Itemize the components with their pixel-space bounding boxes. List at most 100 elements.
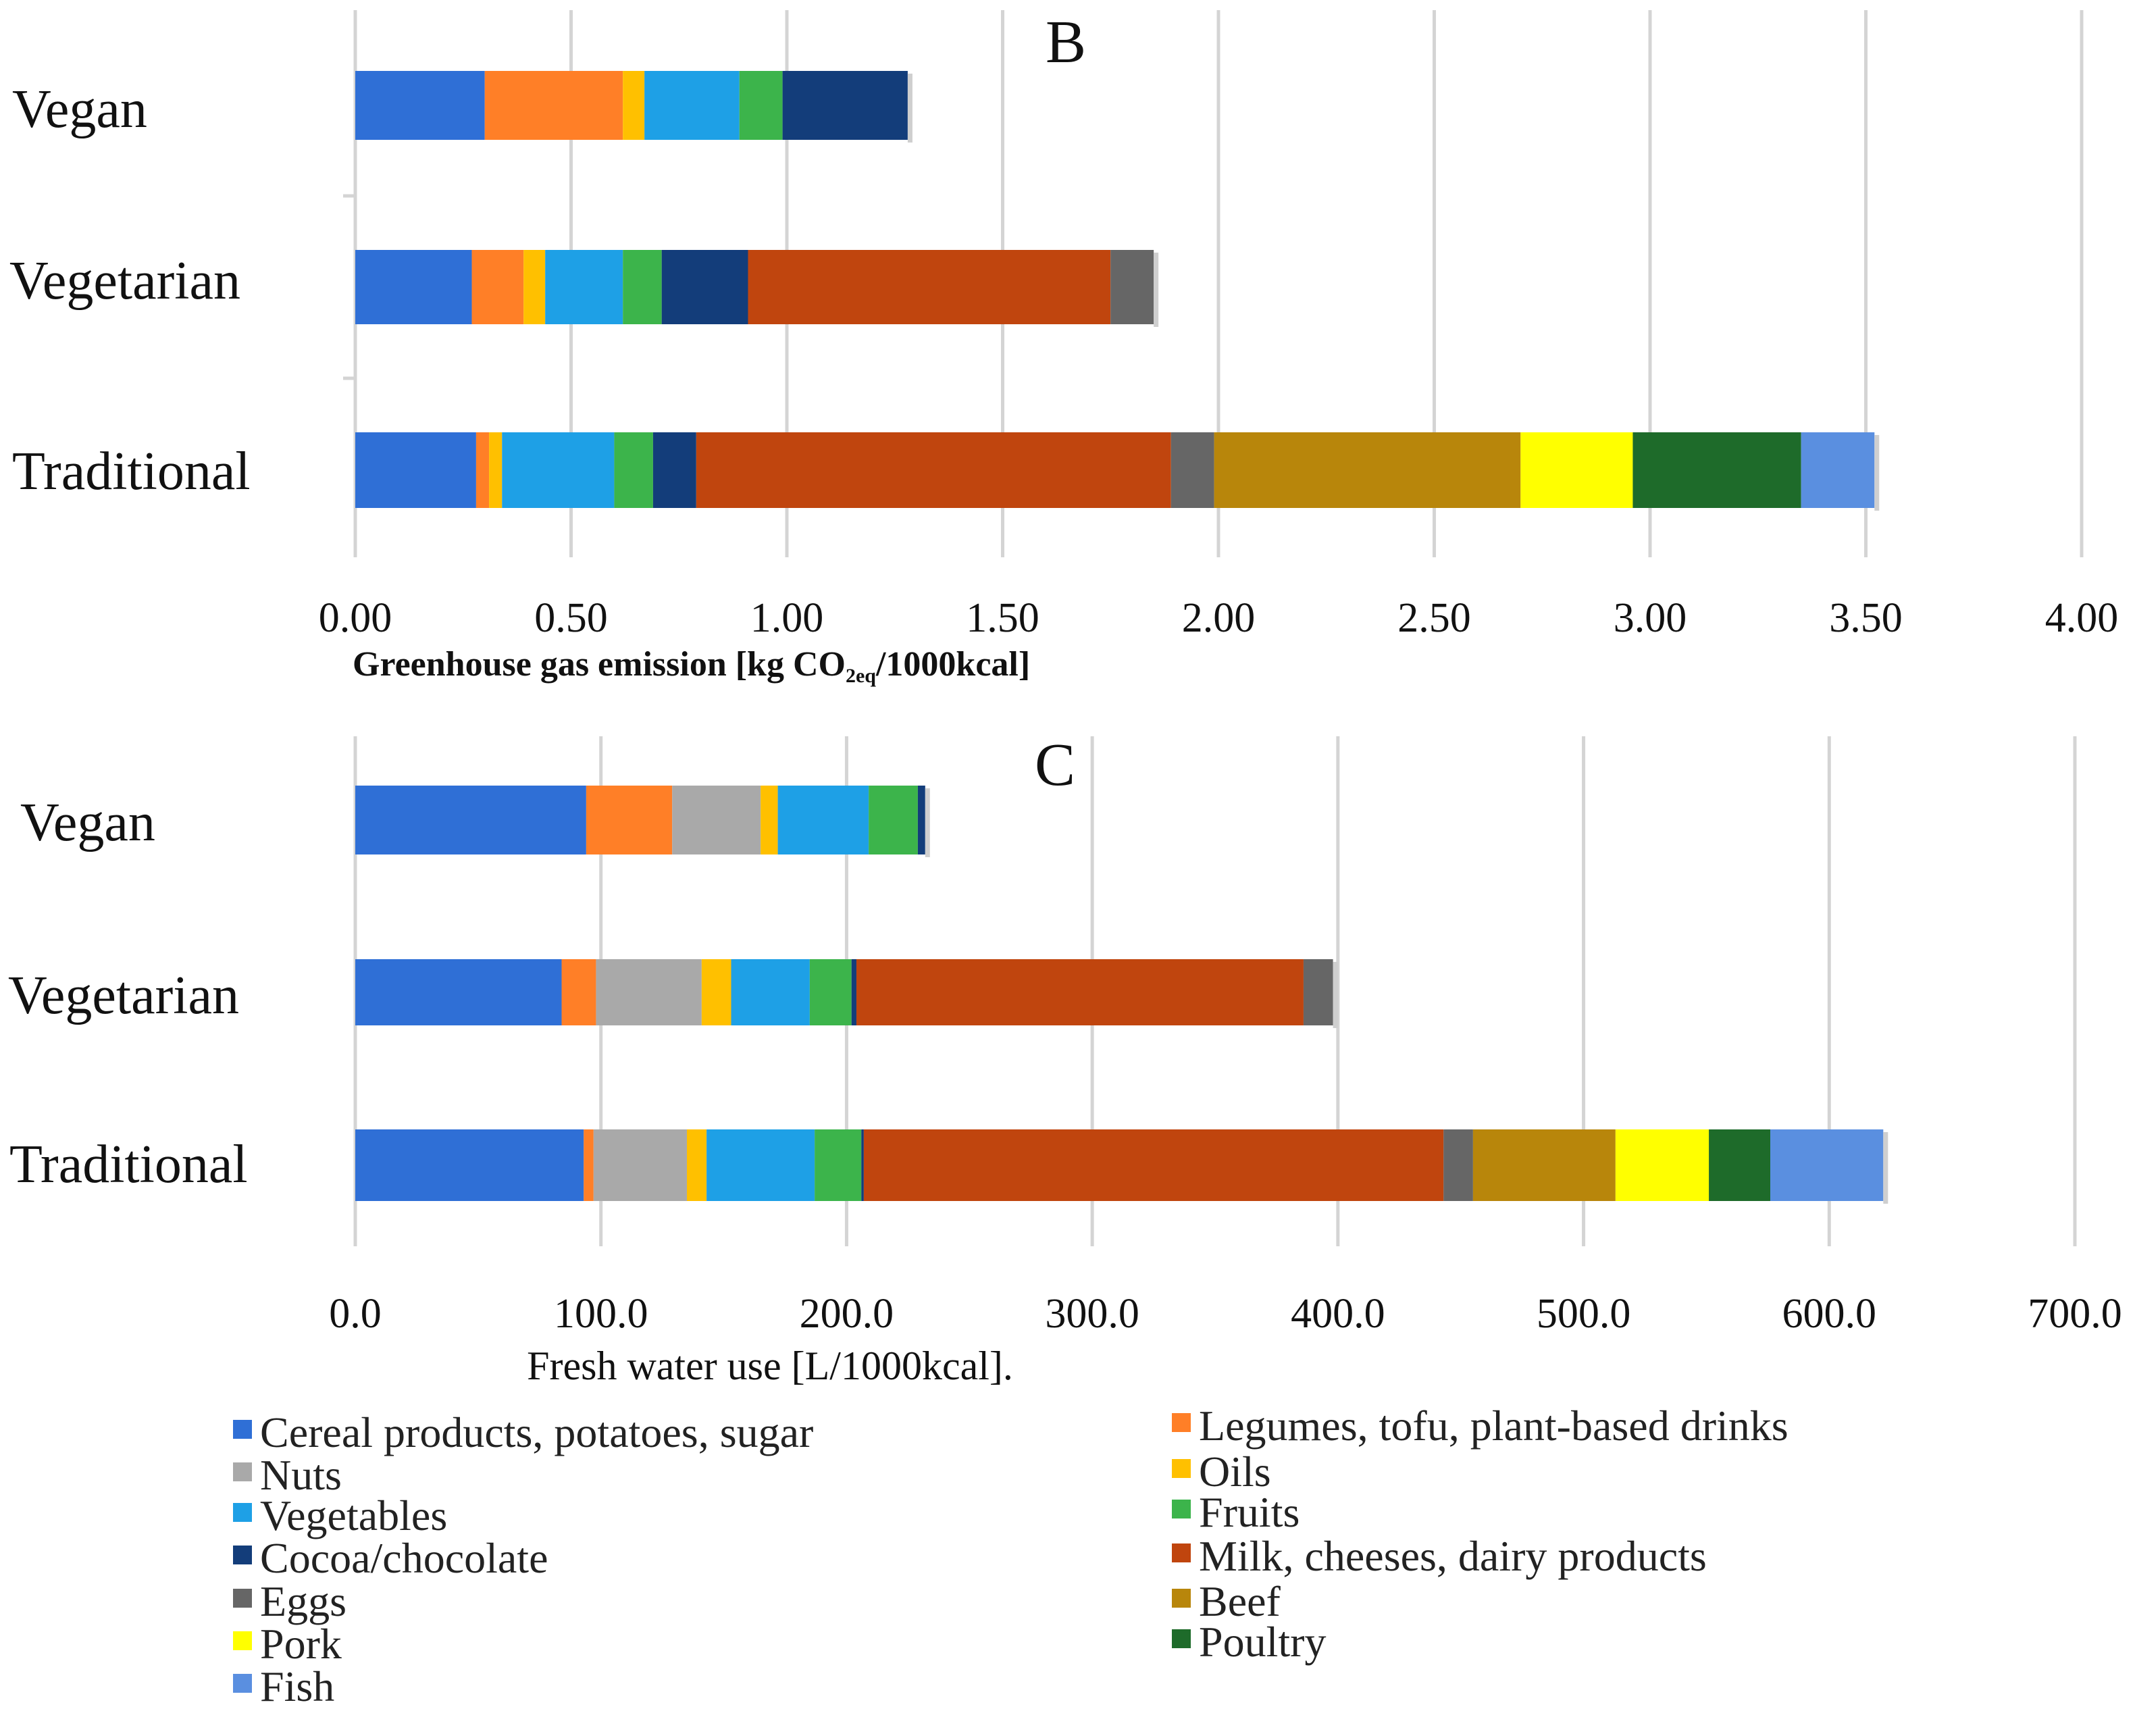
bar-segment-c-traditional-2 [593,1129,688,1201]
bar-segment-c-vegan-2 [672,786,761,854]
bar-segment-c-traditional-12 [1770,1129,1884,1201]
legend-swatch [1172,1459,1191,1478]
tick-label-b: 4.00 [2045,595,2119,641]
tick-label-c: 500.0 [1537,1291,1631,1337]
legend-swatch [1172,1500,1191,1518]
legend-swatch [233,1674,252,1693]
legend-swatch [233,1462,252,1481]
bar-segment-b-traditional-11 [1632,432,1801,508]
bar-segment-b-traditional-9 [1214,432,1521,508]
legend-swatch [233,1546,252,1564]
legend-label: Fish [260,1662,334,1710]
tick-label-b: 2.50 [1397,595,1471,641]
tick-label-b: 2.00 [1182,595,1256,641]
panel-c-label: C [1035,732,1075,798]
legend-label: Poultry [1199,1618,1326,1666]
bar-shadow-c [1883,1132,1888,1204]
tick-label-b: 0.00 [319,595,392,641]
category-label-c: Vegan [20,793,155,852]
bar-segment-c-vegan-5 [869,786,918,854]
bar-segment-c-vegan-3 [761,786,778,854]
category-label-b: Traditional [12,442,251,501]
bar-segment-b-traditional-0 [355,432,476,508]
bar-segment-c-traditional-10 [1615,1129,1709,1201]
bar-segment-b-traditional-8 [1171,432,1214,508]
category-label-b: Vegetarian [9,251,240,311]
legend-label: Beef [1199,1577,1281,1625]
bar-segment-b-vegan-1 [484,71,623,140]
bar-segment-c-traditional-4 [706,1129,815,1201]
bar-segment-c-traditional-7 [863,1129,1444,1201]
panel-c-xlabel: Fresh water use [L/1000kcal]. [527,1344,1013,1388]
bar-segment-b-traditional-4 [502,432,615,508]
bar-segment-c-vegan-6 [917,786,925,854]
bar-segment-b-vegetarian-7 [748,250,1111,324]
bar-segment-c-vegetarian-2 [596,959,702,1025]
bar-segment-b-vegetarian-3 [523,250,546,324]
bar-segment-b-traditional-6 [652,432,696,508]
bar-segment-b-traditional-7 [696,432,1171,508]
panel-b-label: B [1046,9,1086,76]
panel-b-xlabel-main: Greenhouse gas emission [kg CO [353,645,846,684]
tick-label-c: 100.0 [554,1291,648,1337]
bar-shadow-b [907,74,912,143]
bar-shadow-b [1874,435,1880,511]
bar-segment-b-traditional-1 [475,432,490,508]
tick-label-b: 0.50 [534,595,608,641]
tick-label-b: 1.50 [966,595,1039,641]
legend-label: Nuts [260,1451,342,1499]
category-label-c: Traditional [9,1135,248,1194]
tick-label-b: 1.00 [750,595,824,641]
tick-label-c: 700.0 [2028,1291,2122,1337]
bar-shadow-c [1333,962,1338,1028]
bar-segment-b-vegan-0 [355,71,485,140]
bar-segment-c-vegetarian-5 [809,959,852,1025]
bar-segment-b-traditional-12 [1801,432,1875,508]
panel-b-xlabel: Greenhouse gas emission [kg CO2eq/1000kc… [353,645,1030,687]
bar-segment-b-vegan-3 [623,71,645,140]
bar-segment-c-vegetarian-8 [1303,959,1333,1025]
category-label-b: Vegan [12,80,147,139]
panel-b-xlabel-sub: 2eq [846,665,876,687]
legend-swatch [1172,1629,1191,1648]
legend-swatch [1172,1543,1191,1562]
bar-shadow-c [925,788,930,857]
legend-label: Oils [1199,1448,1271,1496]
tick-label-b: 3.00 [1614,595,1687,641]
tick-label-c: 600.0 [1782,1291,1877,1337]
bar-segment-c-vegetarian-3 [701,959,731,1025]
bar-segment-c-vegetarian-0 [355,959,562,1025]
bar-segment-c-vegetarian-4 [731,959,810,1025]
tick-label-c: 200.0 [800,1291,894,1337]
bar-segment-b-traditional-10 [1520,432,1633,508]
bar-segment-b-vegetarian-8 [1110,250,1154,324]
panel-b-xlabel-tail: /1000kcal] [875,645,1030,684]
bar-segment-b-vegetarian-4 [545,250,623,324]
bar-segment-c-vegan-1 [586,786,673,854]
tick-label-c: 300.0 [1045,1291,1139,1337]
legend-swatch [233,1420,252,1439]
bar-segment-b-vegetarian-0 [355,250,472,324]
bar-segment-c-vegetarian-7 [856,959,1304,1025]
legend-label: Milk, cheeses, dairy products [1199,1532,1707,1580]
legend-swatch [233,1631,252,1650]
bar-segment-c-traditional-11 [1709,1129,1770,1201]
bar-segment-c-vegetarian-1 [561,959,596,1025]
bar-segment-c-vegan-0 [355,786,586,854]
bar-segment-b-vegan-4 [644,71,740,140]
bar-segment-b-vegetarian-5 [623,250,662,324]
bar-segment-c-traditional-9 [1472,1129,1616,1201]
bar-segment-c-vegetarian-6 [851,959,856,1025]
bar-segment-b-vegetarian-1 [471,250,524,324]
legend-swatch [233,1589,252,1608]
legend-label: Cocoa/chocolate [260,1534,548,1582]
tick-label-c: 400.0 [1291,1291,1385,1337]
bar-segment-c-traditional-1 [584,1129,594,1201]
tick-label-b: 3.50 [1829,595,1903,641]
bar-segment-c-traditional-8 [1443,1129,1473,1201]
bar-segment-b-vegan-6 [782,71,908,140]
bar-segment-b-traditional-5 [614,432,653,508]
bar-segment-b-vegetarian-6 [661,250,748,324]
